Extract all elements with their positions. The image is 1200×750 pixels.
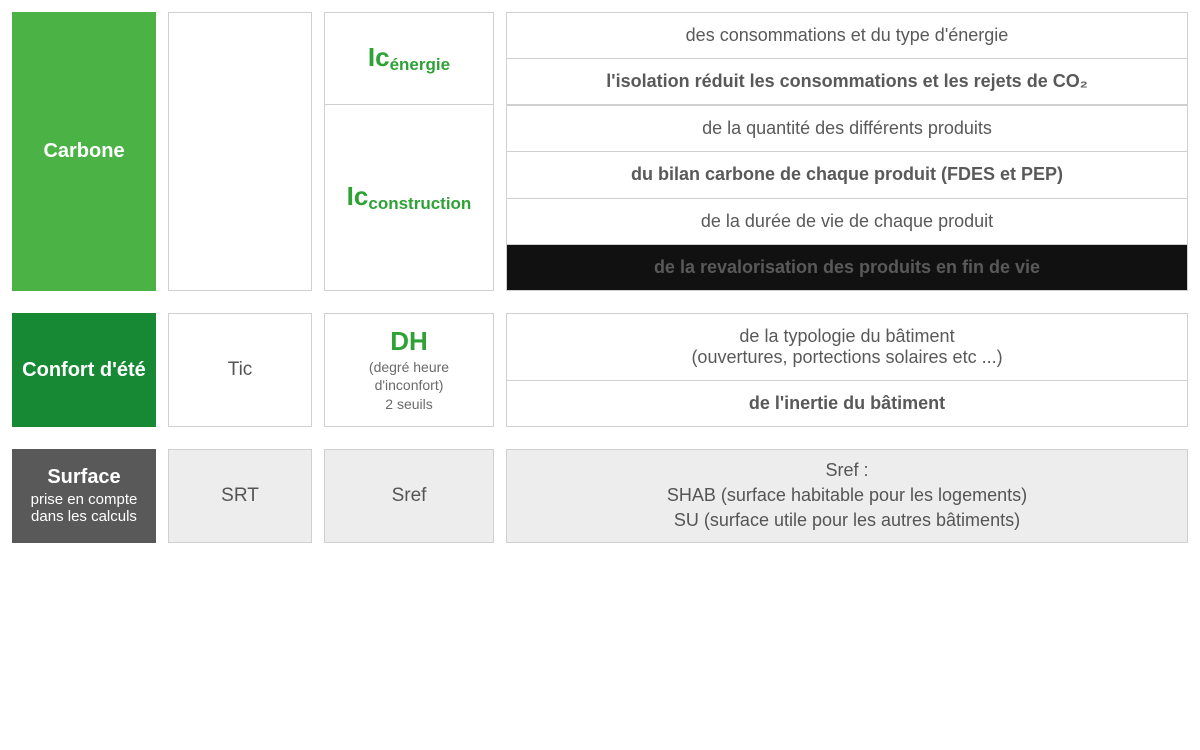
ic-energie-main: Ic	[368, 42, 390, 72]
label-surface-sub: prise en compte dans les calculs	[22, 491, 146, 525]
row-c-e-0: des consommations et du type d'énergie	[506, 12, 1188, 59]
ic-construction-sub: construction	[368, 194, 471, 213]
row-c-e-1: l'isolation réduit les consommations et …	[506, 59, 1188, 105]
surface-col3: Sref	[324, 449, 494, 543]
indicator-dh: DH (degré heure d'inconfort) 2 seuils	[324, 313, 494, 427]
row-c-c-3: de la revalorisation des produits en fin…	[506, 245, 1188, 291]
ic-energie-sub: énergie	[390, 55, 450, 74]
label-surface-text: Surface	[47, 466, 120, 489]
row-c-c-0: de la quantité des différents produits	[506, 105, 1188, 152]
surface-col4-l2: SU (surface utile pour les autres bâtime…	[674, 508, 1020, 533]
section-surface: Surface prise en compte dans les calculs…	[12, 449, 1188, 543]
row-conf-0: de la typologie du bâtiment (ouvertures,…	[506, 313, 1188, 381]
section-carbone: Carbone Icénergie Icconstruction des con…	[12, 12, 1188, 291]
surface-col4-l0: Sref :	[825, 458, 868, 483]
section-confort: Confort d'été Tic DH (degré heure d'inco…	[12, 313, 1188, 427]
label-carbone-text: Carbone	[43, 140, 124, 163]
confort-col2-text: Tic	[228, 359, 253, 381]
dh-note1: (degré heure d'inconfort)	[335, 359, 483, 394]
indicator-ic-energie: Icénergie	[324, 12, 494, 105]
surface-col4-l1: SHAB (surface habitable pour les logemen…	[667, 483, 1027, 508]
dh-main: DH	[390, 326, 428, 357]
ic-construction-main: Ic	[347, 181, 369, 211]
carbone-energie-rows: des consommations et du type d'énergie l…	[506, 12, 1188, 105]
dh-note2: 2 seuils	[385, 396, 432, 414]
row-conf-1: de l'inertie du bâtiment	[506, 381, 1188, 427]
confort-col2: Tic	[168, 313, 312, 427]
carbone-rows-wrap: des consommations et du type d'énergie l…	[506, 12, 1188, 291]
carbone-indicators: Icénergie Icconstruction	[324, 12, 494, 291]
label-carbone: Carbone	[12, 12, 156, 291]
surface-col2: SRT	[168, 449, 312, 543]
label-confort-text: Confort d'été	[22, 359, 146, 382]
label-surface: Surface prise en compte dans les calculs	[12, 449, 156, 543]
row-c-c-2: de la durée de vie de chaque produit	[506, 199, 1188, 245]
surface-col2-text: SRT	[221, 485, 259, 507]
surface-col3-text: Sref	[392, 485, 427, 507]
label-confort: Confort d'été	[12, 313, 156, 427]
carbone-col2	[168, 12, 312, 291]
row-c-c-1: du bilan carbone de chaque produit (FDES…	[506, 152, 1188, 198]
carbone-construction-rows: de la quantité des différents produits d…	[506, 105, 1188, 291]
surface-col4: Sref : SHAB (surface habitable pour les …	[506, 449, 1188, 543]
indicator-ic-construction: Icconstruction	[324, 105, 494, 291]
confort-rows: de la typologie du bâtiment (ouvertures,…	[506, 313, 1188, 427]
